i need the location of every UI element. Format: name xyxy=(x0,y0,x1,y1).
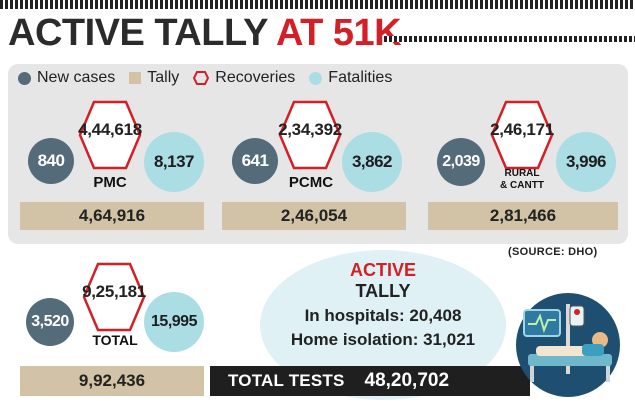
tally-bar: 4,64,916 xyxy=(20,202,204,230)
fatalities-circle: 3,862 xyxy=(342,132,402,192)
legend-label: Fatalities xyxy=(328,69,393,86)
source-note: (SOURCE: DHO) xyxy=(508,246,598,258)
in-hospitals-text: In hospitals: 20,408 xyxy=(304,306,462,325)
fatalities-circle: 8,137 xyxy=(144,132,204,192)
tally-swatch-icon xyxy=(129,72,142,84)
tally-bar: 9,92,436 xyxy=(20,366,204,396)
recoveries-value: 2,46,171 xyxy=(490,120,554,139)
region-name: RURAL & CANTT xyxy=(493,168,551,192)
title-part1: ACTIVE TALLY xyxy=(8,12,268,54)
page-title: ACTIVE TALLY AT 51K xyxy=(8,12,402,55)
recoveries-hexagon xyxy=(490,100,554,170)
recoveries-hexagon xyxy=(278,100,342,170)
tally-bar: 2,81,466 xyxy=(428,202,618,230)
total-tests-label: TOTAL TESTS xyxy=(228,371,345,390)
fatalities-circle: 3,996 xyxy=(556,132,616,192)
new-cases-circle: 3,520 xyxy=(26,298,74,346)
legend-item-tally: Tally xyxy=(129,69,179,87)
recoveries-value: 4,44,618 xyxy=(78,120,142,139)
new-cases-swatch-icon xyxy=(18,71,31,85)
total-tests-value: 48,20,702 xyxy=(364,370,450,391)
region-name-line1: RURAL xyxy=(504,168,540,179)
region-name: PCMC xyxy=(288,174,334,191)
new-cases-circle: 2,039 xyxy=(437,138,485,186)
legend-item-recoveries: Recoveries xyxy=(193,69,295,87)
region-name-line2: & CANTT xyxy=(500,180,544,191)
title-rule-decoration xyxy=(384,36,635,42)
home-isolation-text: Home isolation: 31,021 xyxy=(290,330,476,349)
new-cases-circle: 641 xyxy=(232,138,278,184)
fatalities-circle: 15,995 xyxy=(144,292,204,352)
hexagon-icon xyxy=(193,71,210,85)
top-stripe-decoration xyxy=(0,0,635,9)
new-cases-circle: 840 xyxy=(28,138,74,184)
region-name: PMC xyxy=(93,174,127,191)
fatalities-swatch-icon xyxy=(309,71,323,85)
legend-label: New cases xyxy=(37,69,116,86)
legend: New cases Tally Recoveries Fatalities xyxy=(18,66,392,90)
total-tests-bar: TOTAL TESTS 48,20,702 xyxy=(210,366,530,396)
recoveries-hexagon xyxy=(82,262,146,332)
title-part2: AT 51K xyxy=(276,12,402,54)
tally-bar: 2,46,054 xyxy=(222,202,406,230)
active-subheading: TALLY xyxy=(355,281,411,301)
region-name: TOTAL xyxy=(92,332,138,348)
legend-item-new-cases: New cases xyxy=(18,69,115,87)
recoveries-value: 9,25,181 xyxy=(82,282,146,301)
legend-item-fatalities: Fatalities xyxy=(309,69,392,87)
hospital-bed-patient-icon xyxy=(510,290,626,405)
active-heading: ACTIVE xyxy=(349,260,416,280)
legend-label: Tally xyxy=(147,69,180,86)
legend-label: Recoveries xyxy=(215,69,296,86)
recoveries-value: 2,34,392 xyxy=(278,120,342,139)
recoveries-hexagon xyxy=(78,100,142,170)
